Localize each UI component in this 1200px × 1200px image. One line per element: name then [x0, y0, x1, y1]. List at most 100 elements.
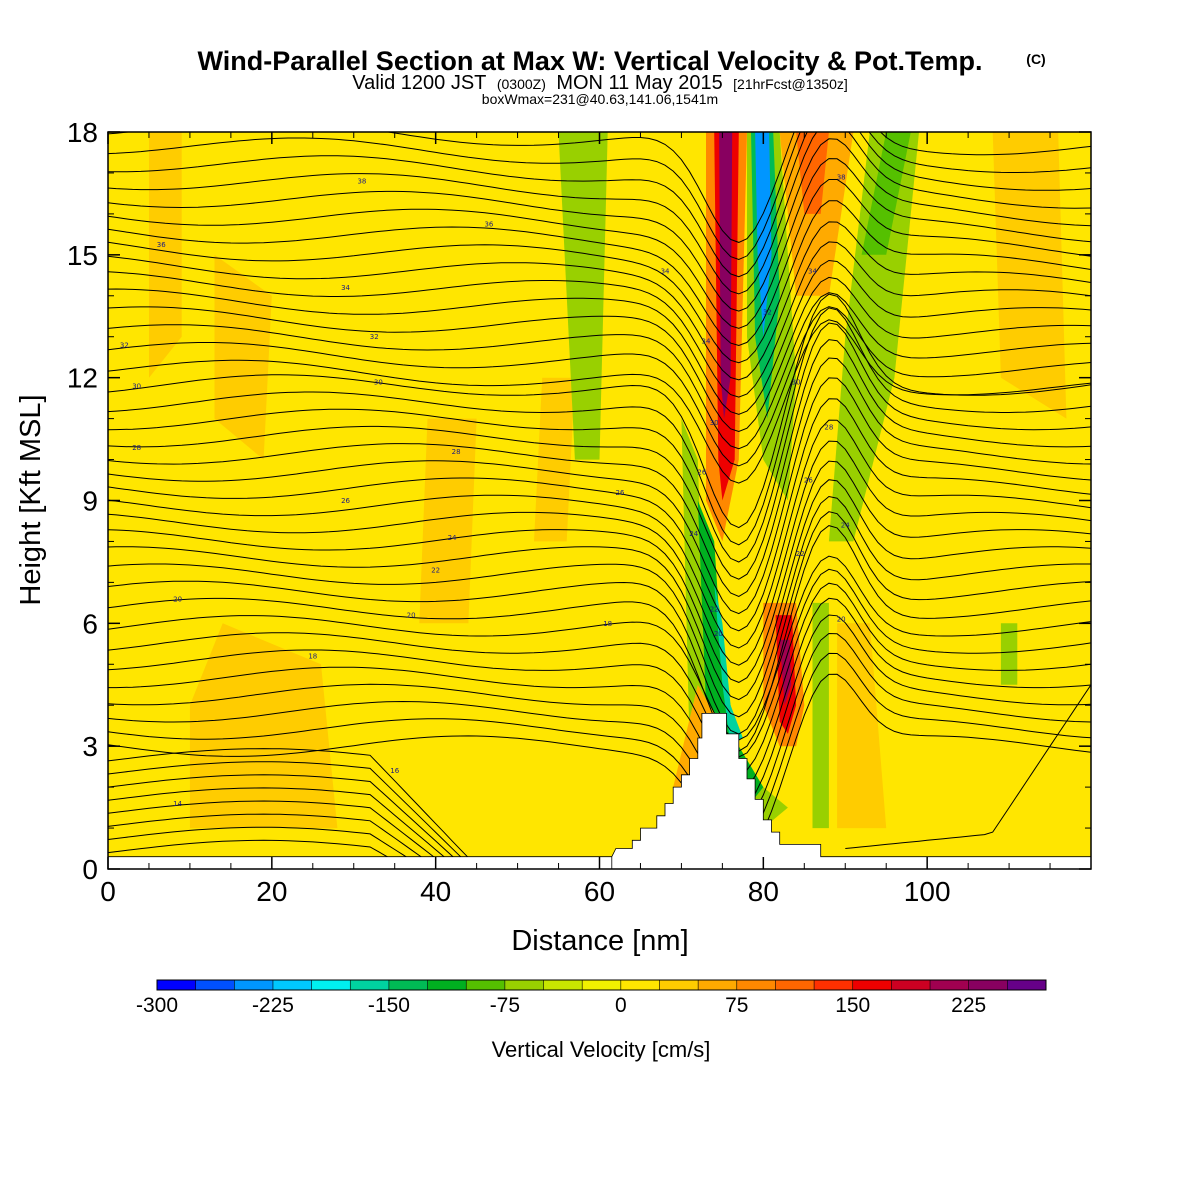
isentrope-line [108, 322, 1091, 563]
contour-label: 18 [603, 620, 612, 628]
colorbar-swatch [852, 980, 892, 990]
isentrope-line [108, 479, 1091, 701]
contour-label: 36 [484, 221, 493, 229]
colorbar-swatch [311, 980, 351, 990]
isentrope-line [108, 597, 1091, 792]
x-tick-label: 100 [904, 876, 951, 907]
contour-label: 30 [710, 419, 719, 427]
contour-label: 38 [357, 178, 366, 186]
colorbar-tick-label: -300 [136, 994, 178, 1017]
colorbar-tick-labels: -300 -225 -150 -75 0 75 150 225 [136, 994, 986, 1017]
contour-label: 20 [837, 616, 846, 624]
box-wmax-info: boxWmax=231@40.63,141.06,1541m [482, 91, 718, 107]
updraft-upper-core [719, 132, 733, 419]
contour-label: 34 [661, 268, 670, 276]
contour-label: 24 [689, 530, 698, 538]
isentrope-line [108, 632, 1091, 827]
isentrope-line [108, 357, 1091, 597]
isentrope-line [108, 398, 1091, 632]
colorbar-swatch [234, 980, 274, 990]
contour-label: 26 [341, 497, 350, 505]
contour-label: 22 [796, 550, 805, 558]
isentrope-line [108, 293, 1091, 529]
x-axis-label: Distance [nm] [511, 925, 688, 957]
isentrope-line-right [845, 684, 1091, 849]
y-tick-label: 3 [82, 731, 98, 762]
isentrope-line [108, 179, 1091, 347]
isentrope-line [108, 440, 1091, 666]
downdraft-band-right [828, 132, 919, 542]
colorbar-tick-label: 75 [725, 994, 748, 1017]
isentrope-line [108, 276, 1091, 433]
downdraft-lee [812, 602, 829, 829]
contour-label: 26 [804, 477, 813, 485]
isentrope-line-low [108, 774, 600, 869]
isentrope-line [108, 339, 1091, 580]
colorbar-tick-label: 150 [835, 994, 870, 1017]
weak-updraft-left [149, 132, 182, 378]
updraft-right-upper-core [796, 132, 829, 214]
downdraft-band-right-inner [861, 132, 911, 255]
updraft-lee-strong [779, 639, 792, 706]
contour-label: 34 [808, 268, 817, 276]
contour-label: 20 [407, 612, 416, 620]
x-tick-label: 60 [584, 876, 615, 907]
contour-label: 24 [841, 522, 850, 530]
isentrope-line [108, 614, 1091, 810]
colorbar-frame [156, 979, 1047, 991]
isentrope-line [108, 419, 1091, 649]
contour-label: 36 [157, 241, 166, 249]
colorbar-swatch [427, 980, 467, 990]
colorbar-tick-label: -150 [368, 994, 410, 1017]
y-tick-label: 15 [67, 240, 98, 271]
contour-label: 32 [763, 309, 772, 317]
contour-label: 30 [374, 378, 383, 386]
isentrope-line [108, 221, 1091, 381]
contour-label: 20 [714, 630, 723, 638]
colorbar-swatch [930, 980, 969, 990]
colorbar-swatch [659, 980, 699, 990]
contour-label: 20 [173, 595, 182, 603]
weak-updraft-far-right [992, 132, 1067, 419]
copyright-mark: (C) [1026, 51, 1045, 67]
x-tick-label: 80 [748, 876, 779, 907]
valid-time-line: Valid 1200 JST (0300Z) MON 11 May 2015 [… [352, 72, 848, 94]
isentrope-line [108, 306, 1091, 467]
colorbar-swatch [968, 980, 1008, 990]
valid-prefix: Valid 1200 JST [352, 72, 486, 94]
colorbar-swatch [736, 980, 776, 990]
contour-label: 18 [308, 653, 317, 661]
isentrope-line [108, 652, 1091, 844]
contour-label: 34 [702, 337, 711, 345]
colorbar [156, 979, 1047, 991]
weak-updraft-right [837, 623, 887, 829]
chart-title: Wind-Parallel Section at Max W: Vertical… [198, 46, 983, 76]
colorbar-swatch [814, 980, 854, 990]
y-tick-label: 9 [82, 486, 98, 517]
isentrope-line [108, 241, 1091, 398]
x-axis: 0 20 40 60 80 100 [100, 132, 1051, 907]
colorbar-tick-label: -75 [490, 994, 520, 1017]
contour-label: 38 [837, 174, 846, 182]
terrain-mask [108, 713, 1091, 869]
plot-area: 38 36 36 34 34 34 32 32 32 34 38 30 30 30 30 28 28 28 26 26… [108, 132, 1091, 869]
downdraft-windward-strong [714, 582, 743, 747]
contour-label: 32 [120, 341, 129, 349]
isentrope-line-low [108, 761, 600, 869]
weak-downdraft-far-right [1000, 623, 1018, 685]
colorbar-swatch [466, 980, 506, 990]
isentrope-line-low [108, 839, 600, 869]
weak-updraft-mid [419, 418, 477, 624]
x-tick-label: 0 [100, 876, 116, 907]
forecast-tag: [21hrFcst@1350z] [733, 76, 848, 92]
x-tick-label: 40 [420, 876, 451, 907]
isentrope-line-low [108, 826, 600, 869]
contour-label: 16 [390, 767, 399, 775]
colorbar-swatch [775, 980, 815, 990]
contour-label: 22 [431, 567, 440, 575]
isentrope-line-low [108, 813, 600, 869]
weak-updraft-low-left [189, 623, 338, 829]
isentrope-line [108, 377, 1091, 615]
